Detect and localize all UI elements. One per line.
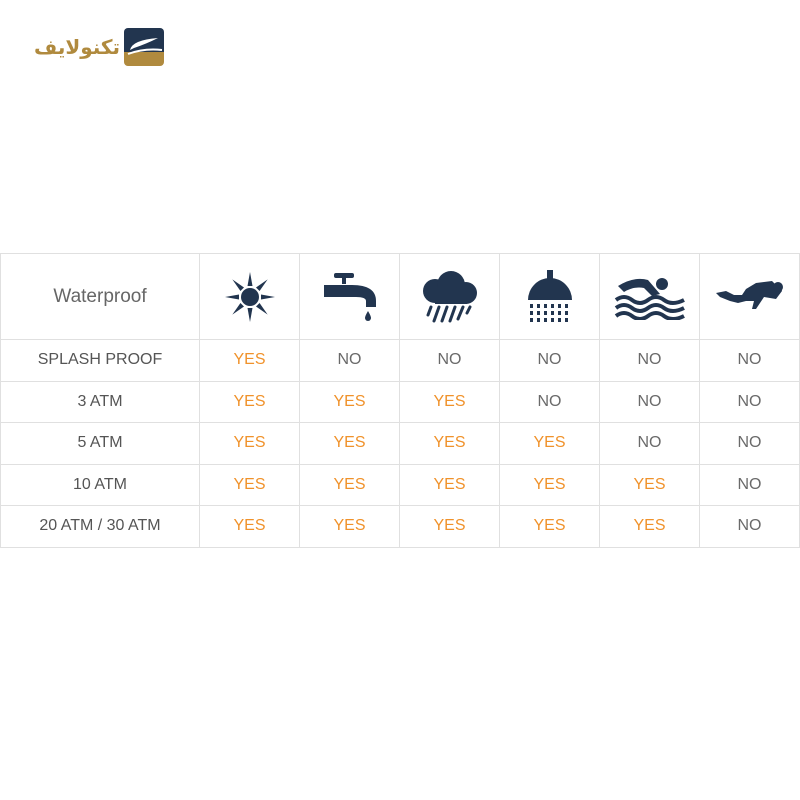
logo-icon [124,28,165,66]
waterproof-table: Waterproof SPLASH PROOF YES NO NO NO NO … [0,253,800,548]
cell-value: YES [199,422,300,465]
cell-value: YES [499,505,600,548]
cell-value: YES [399,505,500,548]
rain-cloud-icon [422,270,477,322]
row-label: 10 ATM [0,463,200,506]
table-row: SPLASH PROOF YES NO NO NO NO NO [0,339,800,382]
logo: تکنولایف [34,27,165,67]
row-label: 20 ATM / 30 ATM [0,505,200,548]
cell-value: NO [699,422,800,465]
logo-text: تکنولایف [34,35,121,59]
cell-value: NO [599,422,700,465]
diving-icon [715,280,783,309]
cell-value: YES [599,505,700,548]
header-label: Waterproof [0,253,200,340]
cell-value: NO [299,339,400,382]
cell-value: NO [599,380,700,423]
column-diving [699,253,800,340]
cell-value: NO [699,380,800,423]
cell-value: YES [399,422,500,465]
cell-value: NO [499,380,600,423]
cell-value: YES [299,505,400,548]
row-label: 5 ATM [0,422,200,465]
table-row: 3 ATM YES YES YES NO NO NO [0,380,800,423]
column-shower [499,253,600,340]
cell-value: YES [299,380,400,423]
swimming-icon [614,277,685,320]
cell-value: NO [699,505,800,548]
cell-value: NO [699,463,800,506]
column-rain [399,253,500,340]
cell-value: NO [499,339,600,382]
sun-icon [224,271,275,322]
row-label: 3 ATM [0,380,200,423]
cell-value: YES [399,380,500,423]
cell-value: YES [199,463,300,506]
cell-value: YES [199,339,300,382]
cell-value: NO [599,339,700,382]
table-row: 10 ATM YES YES YES YES YES NO [0,463,800,506]
cell-value: YES [299,422,400,465]
table-row: 20 ATM / 30 ATM YES YES YES YES YES NO [0,505,800,548]
cell-value: YES [199,380,300,423]
row-label: SPLASH PROOF [0,339,200,382]
column-faucet [299,253,400,340]
cell-value: YES [499,463,600,506]
column-sun [199,253,300,340]
cell-value: YES [199,505,300,548]
cell-value: NO [399,339,500,382]
faucet-icon [323,272,376,321]
cell-value: YES [299,463,400,506]
cell-value: YES [499,422,600,465]
cell-value: YES [599,463,700,506]
column-swimming [599,253,700,340]
cell-value: NO [699,339,800,382]
shower-icon [527,269,572,322]
table-row: 5 ATM YES YES YES YES NO NO [0,422,800,465]
header-row: Waterproof [0,253,800,340]
cell-value: YES [399,463,500,506]
